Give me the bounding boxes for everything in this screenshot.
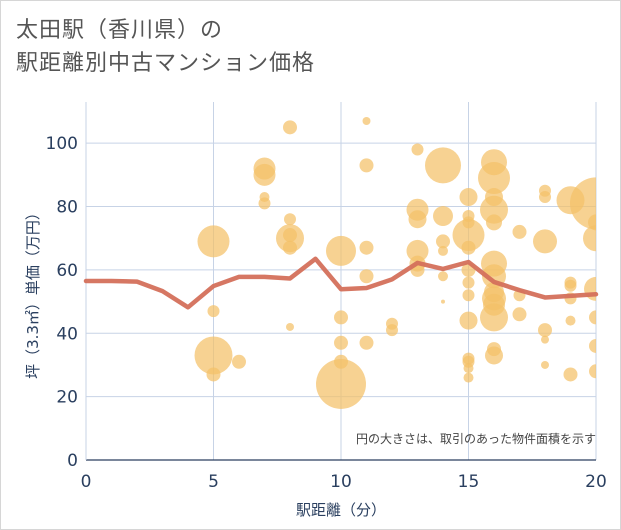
bubble-point (486, 214, 502, 231)
bubble-point (386, 324, 398, 337)
y-tick-label: 40 (56, 324, 78, 344)
x-tick-label: 20 (585, 472, 607, 492)
bubble-point (206, 367, 221, 382)
bubble-point (459, 188, 478, 207)
bubble-point (425, 147, 461, 184)
average-price-line (83, 256, 599, 310)
bubble-point (485, 346, 503, 365)
bubble-point (461, 240, 476, 255)
bubble-point (589, 338, 596, 353)
bubble-point (406, 239, 429, 262)
bubble-point (438, 271, 448, 282)
bubble-point (564, 279, 577, 292)
y-tick-label: 0 (67, 451, 78, 471)
bubble-point (563, 367, 578, 382)
bubble-point (589, 364, 596, 379)
tick-labels: 0 5 10 15 20 0 20 40 60 80 100 (46, 134, 607, 492)
bubble-point (463, 363, 474, 374)
x-tick-label: 0 (81, 472, 92, 492)
y-tick-label: 20 (56, 388, 78, 408)
bubble-point (441, 299, 445, 304)
bubble-point (459, 311, 478, 330)
bubble-point (583, 225, 596, 252)
y-tick-label: 60 (56, 261, 78, 281)
bubble-point (538, 323, 552, 338)
bubble-point (584, 276, 596, 301)
bubble-layer (194, 117, 596, 409)
bubble-point (359, 269, 374, 284)
bubble-point (462, 276, 475, 289)
bubble-point (463, 372, 474, 383)
bubble-point (232, 354, 246, 369)
bubble-point (478, 162, 510, 195)
bubble-point (541, 335, 549, 344)
x-axis-title: 駅距離（分） (296, 501, 386, 519)
bubble-point (334, 310, 348, 325)
bubble-point (253, 163, 276, 186)
bubble-point (539, 191, 551, 204)
bubble-point (334, 335, 348, 350)
bubble-point (438, 245, 448, 256)
bubble-point (512, 224, 527, 239)
chart-title-line1: 太田駅（香川県）の (16, 18, 224, 43)
bubble-point (284, 213, 296, 226)
chart-title-line2: 駅距離別中古マンション価格 (16, 51, 316, 76)
bubble-point (512, 307, 527, 322)
bubble-point (462, 289, 475, 302)
chart-title: 太田駅（香川県）の 駅距離別中古マンション価格 (16, 14, 315, 80)
bubble-point (452, 219, 485, 252)
y-tick-label: 80 (56, 198, 78, 218)
bubble-point (570, 177, 596, 230)
bubble-point (326, 235, 356, 266)
bubble-point (258, 197, 271, 210)
bubble-point (197, 225, 230, 258)
bubble-point (436, 234, 450, 249)
bubble-point (194, 336, 233, 375)
bubble-point (480, 303, 508, 332)
bubble-point (565, 315, 576, 326)
bubble-size-note: 円の大きさは、取引のあった物件面積を示す (356, 431, 596, 446)
x-tick-label: 10 (330, 472, 352, 492)
bubble-point (207, 305, 220, 318)
bubble-point (359, 335, 374, 350)
x-tick-label: 15 (458, 472, 480, 492)
bubble-point (480, 195, 508, 224)
bubble-point (359, 158, 374, 173)
bubble-point (362, 117, 371, 126)
bubble-point (411, 143, 424, 156)
bubble-point (316, 358, 366, 409)
bubble-point (286, 322, 294, 331)
bubble-point (283, 240, 297, 255)
bubble-point (276, 224, 304, 253)
bubble-point (541, 360, 549, 369)
bubble-point (283, 120, 297, 135)
y-tick-label: 100 (46, 134, 78, 154)
x-tick-label: 5 (208, 472, 219, 492)
bubble-point (408, 210, 427, 229)
bubble-point (433, 206, 453, 227)
bubble-point (533, 229, 557, 254)
bubble-point (589, 310, 596, 325)
y-axis-title: 坪（3.3㎡）単価（万円） (24, 205, 42, 379)
bubble-point (359, 240, 374, 255)
average-line-layer (83, 256, 599, 310)
